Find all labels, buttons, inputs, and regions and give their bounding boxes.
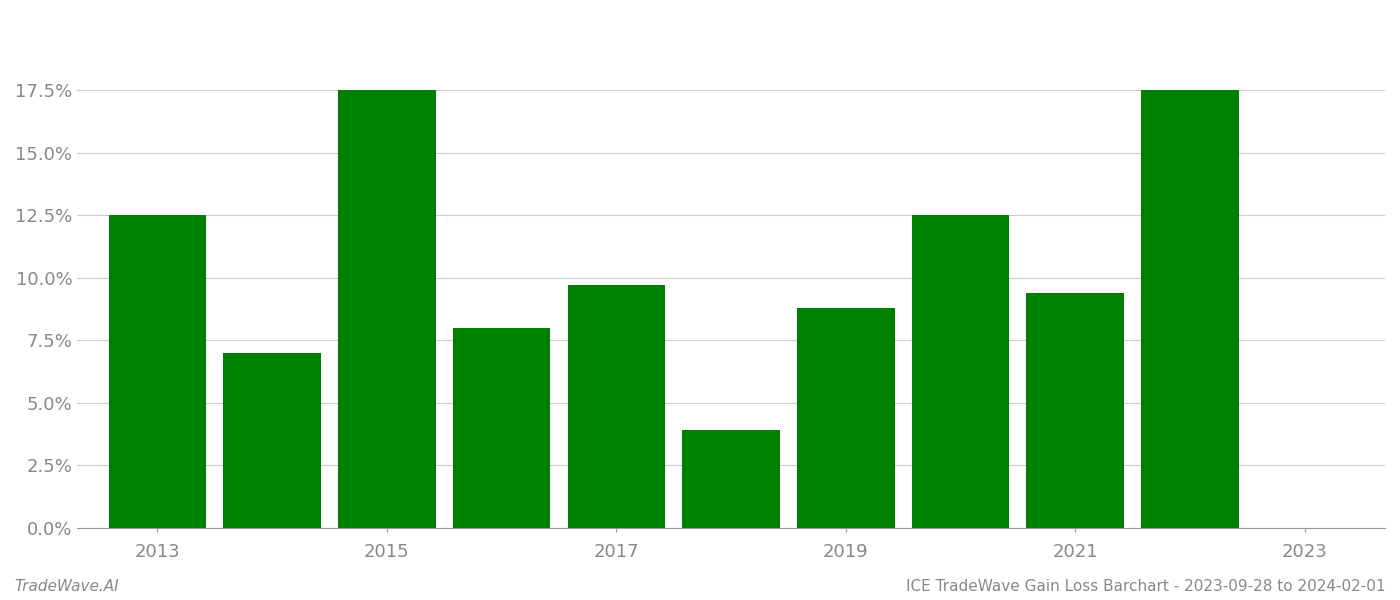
- Bar: [567, 285, 665, 528]
- Text: TradeWave.AI: TradeWave.AI: [14, 579, 119, 594]
- Text: ICE TradeWave Gain Loss Barchart - 2023-09-28 to 2024-02-01: ICE TradeWave Gain Loss Barchart - 2023-…: [907, 579, 1386, 594]
- Bar: [1141, 90, 1239, 528]
- Bar: [1026, 293, 1124, 528]
- Bar: [109, 215, 206, 528]
- Bar: [224, 353, 321, 528]
- Bar: [452, 328, 550, 528]
- Bar: [682, 430, 780, 528]
- Bar: [911, 215, 1009, 528]
- Bar: [797, 308, 895, 528]
- Bar: [339, 90, 435, 528]
